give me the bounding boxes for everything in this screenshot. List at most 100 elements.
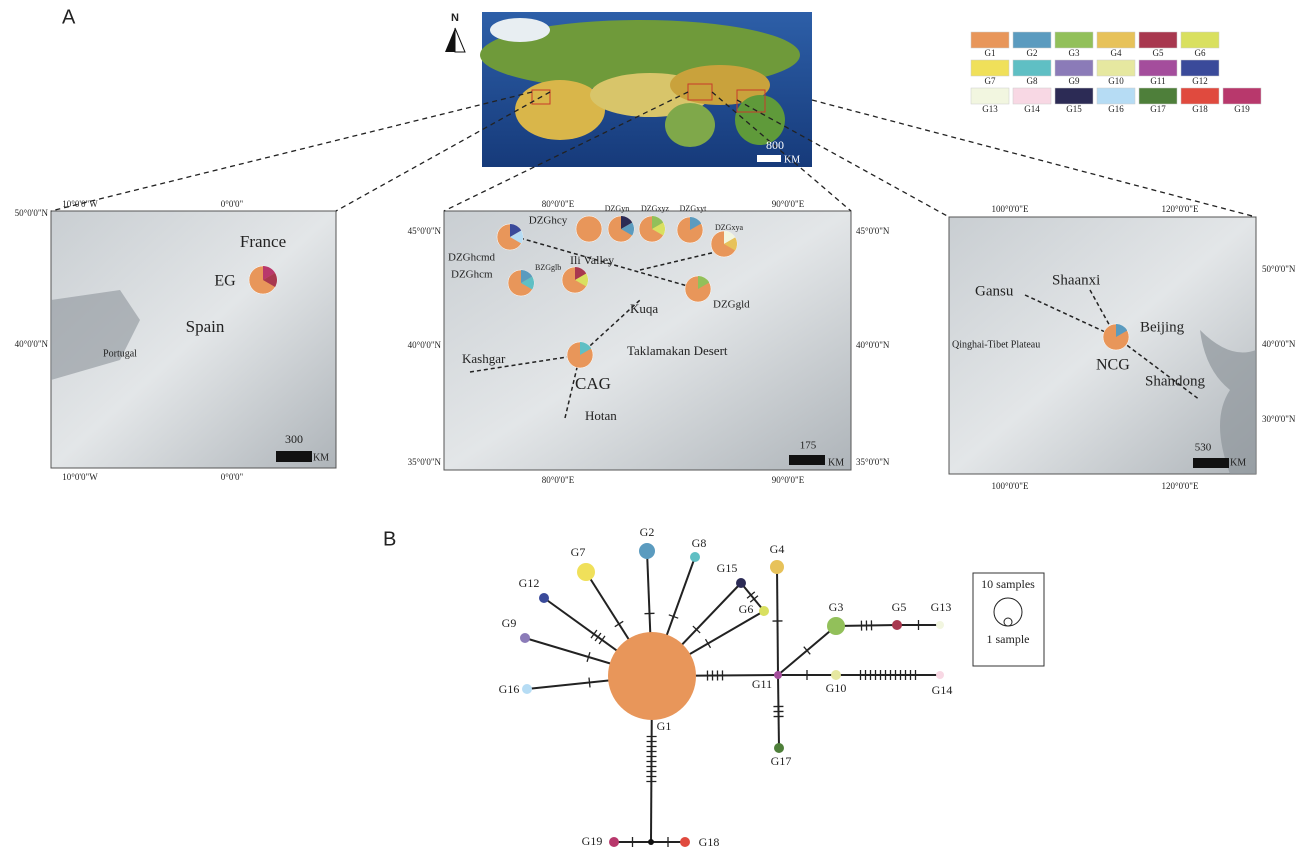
legend-swatch	[971, 60, 1009, 76]
map-label: KM	[828, 457, 844, 468]
map-label: 120°0'0"E	[1162, 481, 1199, 491]
haplotype-node	[759, 606, 769, 616]
legend-label: G5	[1153, 48, 1164, 58]
node-label: G1	[657, 719, 672, 733]
map-label: Shandong	[1145, 373, 1206, 389]
map-label: France	[240, 232, 286, 251]
legend-swatch	[971, 88, 1009, 104]
legend-label: G17	[1150, 104, 1166, 114]
haplotype-node	[520, 633, 530, 643]
north-arrow	[445, 28, 455, 52]
node-label: G15	[717, 561, 738, 575]
map-label: CAG	[575, 374, 611, 393]
legend-swatch	[1055, 60, 1093, 76]
haplotype-node	[609, 837, 619, 847]
map-label: 35°0'0"N	[408, 457, 442, 467]
legend-label: G9	[1069, 76, 1080, 86]
scale-unit: KM	[784, 154, 800, 165]
map-label: 0°0'0"	[221, 199, 244, 209]
node-label: G16	[499, 682, 520, 696]
map-label: Beijing	[1140, 319, 1185, 335]
map-label: NCG	[1096, 357, 1130, 374]
legend-label: G3	[1069, 48, 1080, 58]
scale-bar	[789, 455, 825, 465]
haplotype-node	[639, 543, 655, 559]
legend-swatch	[1013, 32, 1051, 48]
legend-swatch	[971, 32, 1009, 48]
median-vector	[648, 839, 654, 845]
map-label: Kashgar	[462, 351, 506, 366]
map-label: Hotan	[585, 408, 617, 423]
haplotype-node	[892, 620, 902, 630]
legend-label: G4	[1111, 48, 1122, 58]
legend-swatch	[1055, 32, 1093, 48]
map-label: 30°0'0"N	[1262, 414, 1296, 424]
legend-swatch	[1139, 88, 1177, 104]
map-label: 90°0'0"E	[772, 199, 805, 209]
legend-swatch	[1181, 32, 1219, 48]
haplotype-node	[774, 671, 782, 679]
map-label: DZGyn	[605, 204, 629, 213]
map-label: 300	[285, 432, 303, 446]
legend-swatch	[1139, 60, 1177, 76]
panel-label: A	[62, 6, 76, 28]
node-label: G19	[582, 834, 603, 848]
map-label: 40°0'0"N	[856, 340, 890, 350]
north-arrow	[455, 28, 465, 52]
pie	[576, 216, 602, 242]
node-label: G14	[932, 683, 953, 697]
map-label: 45°0'0"N	[408, 226, 442, 236]
legend-swatch	[1181, 60, 1219, 76]
scale-bar	[757, 155, 781, 162]
map-label: Shaanxi	[1052, 272, 1100, 288]
node-label: G11	[752, 677, 772, 691]
node-label: G4	[770, 542, 785, 556]
haplotype-node	[539, 593, 549, 603]
haplotype-node	[736, 578, 746, 588]
node-label: G12	[519, 576, 540, 590]
legend-label: G1	[985, 48, 996, 58]
map-label: 0°0'0"	[221, 472, 244, 482]
mutation-tick	[595, 633, 601, 641]
map-label: 10°0'0"W	[62, 199, 98, 209]
map-label: 120°0'0"E	[1162, 204, 1199, 214]
mutation-tick	[591, 630, 597, 638]
scale-bar	[1193, 458, 1229, 468]
map-label: 50°0'0"N	[15, 208, 49, 218]
legend-label: G19	[1234, 104, 1250, 114]
node-label: G18	[699, 835, 720, 849]
map-label: 40°0'0"N	[408, 340, 442, 350]
legend-label: G13	[982, 104, 998, 114]
map-label: 40°0'0"N	[15, 339, 49, 349]
map-label: 10°0'0"W	[62, 472, 98, 482]
node-label: G6	[739, 602, 754, 616]
map-label: 80°0'0"E	[542, 475, 575, 485]
legend-label: G16	[1108, 104, 1124, 114]
map-label: 530	[1195, 442, 1212, 454]
legend-label: G18	[1192, 104, 1208, 114]
map-label: BZGglb	[535, 263, 561, 272]
map-label: 50°0'0"N	[1262, 264, 1296, 274]
map-label: 175	[800, 440, 817, 452]
haplotype-node	[522, 684, 532, 694]
node-label: G13	[931, 600, 952, 614]
node-label: G10	[826, 681, 847, 695]
map-label: Ili Valley	[570, 253, 614, 267]
node-label: G3	[829, 600, 844, 614]
legend-label: G2	[1027, 48, 1038, 58]
map-label: 40°0'0"N	[1262, 339, 1296, 349]
haplotype-node	[936, 671, 944, 679]
map-label: 45°0'0"N	[856, 226, 890, 236]
haplotype-node	[608, 632, 696, 720]
mutation-tick	[589, 678, 590, 688]
map-label: 100°0'0"E	[992, 204, 1029, 214]
legend-label: G11	[1150, 76, 1165, 86]
scale-bar	[276, 451, 312, 462]
size-key-label: 10 samples	[981, 577, 1035, 591]
node-label: G2	[640, 525, 655, 539]
mutation-tick	[615, 621, 623, 626]
panel-label: B	[383, 528, 396, 550]
node-label: G5	[892, 600, 907, 614]
legend-label: G15	[1066, 104, 1082, 114]
map-label: DZGhcm	[451, 269, 493, 281]
